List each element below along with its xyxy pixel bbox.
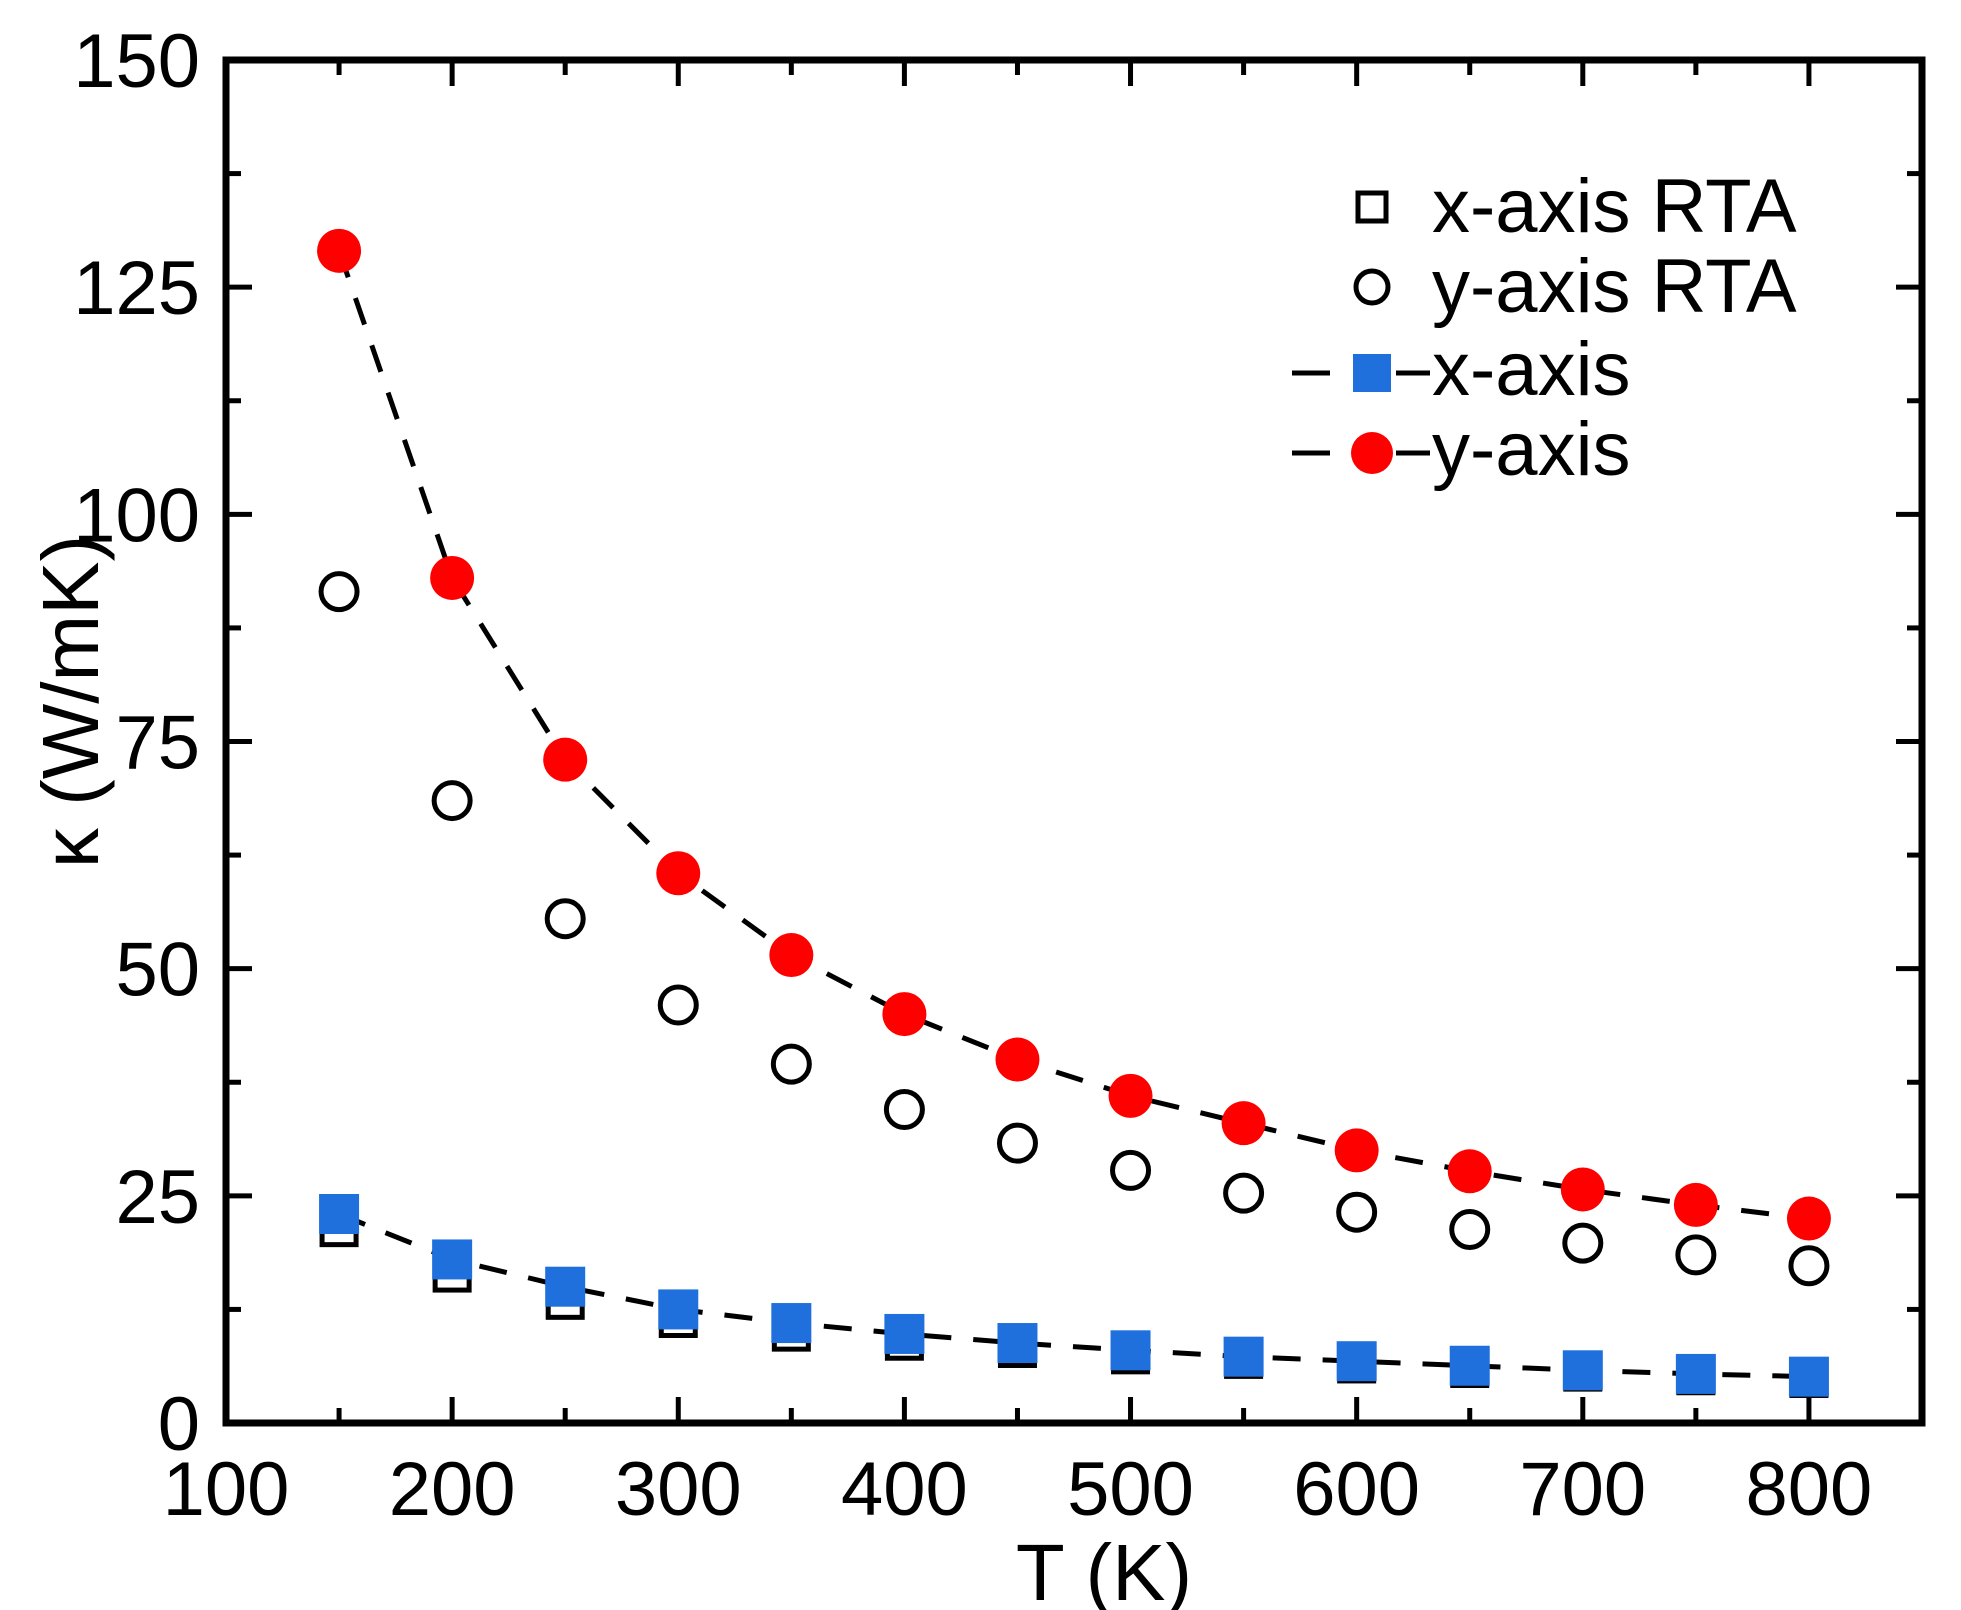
point-y-axis-rta xyxy=(657,984,699,1026)
legend-marker xyxy=(1353,354,1391,392)
plot-frame xyxy=(222,56,1926,1427)
point-y-axis xyxy=(317,228,362,273)
y-tick-label: 100 xyxy=(73,473,200,558)
x-tick-label: 700 xyxy=(1519,1447,1646,1532)
x-axis-label: T (K) xyxy=(1016,1528,1192,1610)
point-y-axis xyxy=(656,851,701,896)
legend-label: y-axis xyxy=(1432,407,1630,492)
point-y-axis xyxy=(769,933,814,978)
point-x-axis xyxy=(658,1289,699,1330)
legend-marker xyxy=(1355,190,1389,224)
point-y-axis-rta xyxy=(1449,1208,1491,1250)
legend-marker xyxy=(1351,432,1393,474)
point-y-axis xyxy=(1447,1149,1492,1194)
legend-label: y-axis RTA xyxy=(1432,244,1797,329)
point-y-axis-rta xyxy=(544,898,586,940)
point-y-axis-rta xyxy=(1788,1245,1830,1287)
point-y-axis-rta xyxy=(770,1043,812,1085)
point-x-axis xyxy=(997,1323,1038,1364)
y-tick-label: 125 xyxy=(73,246,200,331)
y-axis-label: κ (W/mK) xyxy=(26,535,115,868)
point-y-axis xyxy=(1560,1167,1605,1212)
x-tick-label: 300 xyxy=(615,1447,742,1532)
point-y-axis xyxy=(430,555,475,600)
point-x-axis xyxy=(432,1239,473,1280)
point-y-axis-rta xyxy=(1562,1222,1604,1264)
y-tick-label: 25 xyxy=(115,1155,200,1240)
x-tick-label: 500 xyxy=(1067,1447,1194,1532)
point-y-axis-rta xyxy=(883,1089,925,1131)
x-tick-label: 100 xyxy=(163,1447,290,1532)
point-x-axis xyxy=(1449,1345,1490,1386)
tick-labels: 100 200 300 400 500 600 700 800 0 25 50 75 100 125 150 xyxy=(73,19,1872,1532)
y-tick-label: 75 xyxy=(115,701,200,786)
point-x-axis xyxy=(884,1313,925,1354)
point-y-axis xyxy=(882,992,927,1037)
legend-label: x-axis RTA xyxy=(1432,164,1797,249)
point-x-axis xyxy=(1675,1353,1716,1394)
point-y-axis xyxy=(1334,1128,1379,1173)
point-y-axis-rta xyxy=(1336,1191,1378,1233)
point-x-axis xyxy=(545,1266,586,1307)
legend-marker xyxy=(1353,268,1391,306)
x-tick-label: 600 xyxy=(1293,1447,1420,1532)
point-x-axis xyxy=(1562,1350,1603,1391)
point-x-axis xyxy=(1336,1341,1377,1382)
x-tick-label: 400 xyxy=(841,1447,968,1532)
point-x-axis xyxy=(1788,1356,1829,1397)
point-y-axis-rta xyxy=(1675,1234,1717,1276)
point-x-axis xyxy=(771,1303,812,1344)
y-tick-label: 0 xyxy=(158,1382,200,1467)
point-y-axis-rta xyxy=(1110,1149,1152,1191)
point-y-axis xyxy=(995,1037,1040,1082)
point-y-axis-rta xyxy=(1223,1172,1265,1214)
point-x-axis xyxy=(1223,1336,1264,1377)
x-tick-label: 200 xyxy=(389,1447,516,1532)
legend-label: x-axis xyxy=(1432,327,1630,412)
point-y-axis xyxy=(1221,1101,1266,1146)
series-markers xyxy=(317,228,1831,1398)
point-x-axis xyxy=(1110,1330,1151,1371)
point-y-axis xyxy=(543,737,588,782)
point-y-axis xyxy=(1673,1182,1718,1227)
point-x-axis xyxy=(319,1194,360,1235)
point-y-axis-rta xyxy=(996,1122,1038,1164)
y-tick-label: 150 xyxy=(73,19,200,104)
y-tick-label: 50 xyxy=(115,928,200,1013)
point-y-axis xyxy=(1786,1196,1831,1241)
point-y-axis xyxy=(1108,1073,1153,1118)
x-tick-label: 800 xyxy=(1746,1447,1873,1532)
point-y-axis-rta xyxy=(431,780,473,822)
point-y-axis-rta xyxy=(318,571,360,613)
